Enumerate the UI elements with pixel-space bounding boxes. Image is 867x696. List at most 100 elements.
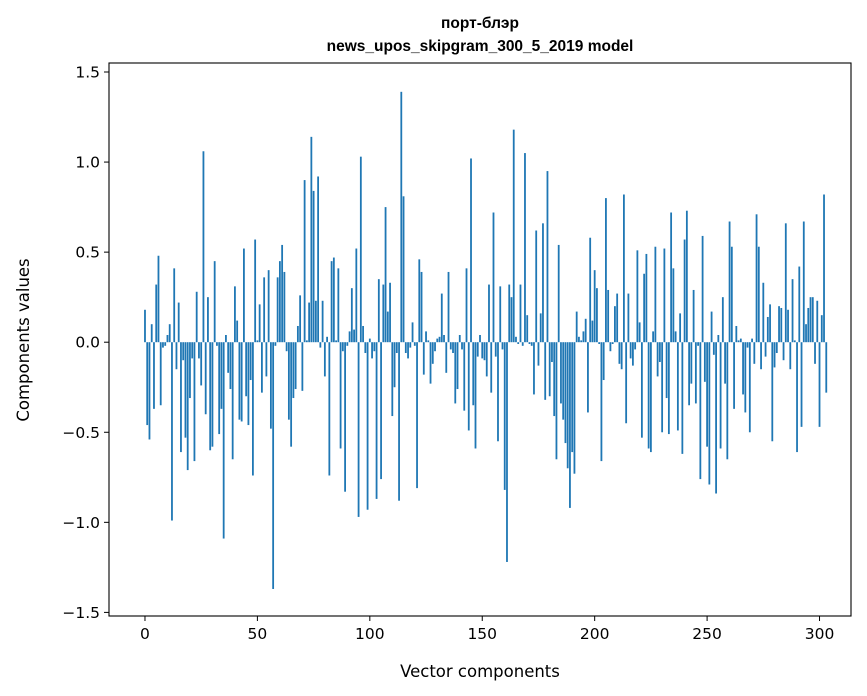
bar [825,342,828,393]
bar [764,342,767,357]
bar [335,340,337,343]
bar [407,342,409,359]
bar [787,309,789,343]
bar [220,342,223,409]
bar [299,295,302,343]
bar [236,320,239,343]
bar [245,342,248,397]
bar [584,318,587,343]
bar [632,342,634,366]
x-tick-label: 0 [140,625,150,643]
bar [373,342,376,352]
bar [425,331,427,343]
bar [647,342,650,449]
bar [384,207,387,343]
bar [200,342,203,386]
bar [757,246,760,343]
bar [674,331,677,343]
bar [393,342,396,388]
x-tick-label: 100 [355,625,385,643]
bar [672,268,675,343]
bar [679,313,682,343]
bar [602,342,605,381]
bar [683,239,686,343]
bar [701,235,704,343]
bar [816,300,819,343]
bar [703,342,706,382]
bar [620,342,623,370]
bar [225,335,227,343]
bar [614,306,616,343]
bar [598,342,601,344]
bar [222,342,225,539]
bar [429,342,432,384]
bar [658,342,661,363]
bar [640,342,643,438]
bar [449,342,452,350]
bar [254,239,257,343]
bar [411,322,414,343]
bar [353,329,355,343]
bar [323,342,326,377]
bar [607,289,610,343]
bar [319,342,322,348]
bar [596,288,598,343]
bar [474,342,477,449]
bar [802,221,805,343]
bar [506,342,508,562]
bar [168,324,171,343]
bar [173,268,176,343]
bar [726,342,729,460]
bar [789,342,792,370]
y-tick-label: −1.0 [62,514,100,532]
bar [440,293,443,343]
bar [649,342,652,453]
bar [618,342,621,364]
bar [380,342,382,480]
bar [303,180,306,343]
bar [685,210,688,343]
bar [537,342,540,366]
bar [742,342,744,395]
x-axis-ticks: 0 50 100 150 200 250 300 [140,616,834,643]
bar [308,302,311,343]
bar [539,313,542,343]
bar [328,342,331,476]
bar [162,342,164,348]
bar [420,271,423,343]
bar [362,325,364,343]
bar [332,257,335,343]
bar [670,212,673,343]
bar [616,293,619,343]
bar [344,342,346,492]
y-axis-ticks: −1.5 −1.0 −0.5 0.0 0.5 1.0 1.5 [62,64,109,622]
bar [150,324,153,343]
bar [629,342,632,359]
bar [243,248,245,343]
bar [213,261,216,343]
bar [164,342,167,346]
bar [321,300,324,343]
bar [814,342,816,364]
bar [144,309,146,343]
bar [400,91,403,343]
bar [447,271,450,343]
bar [773,342,776,368]
bar [454,342,457,404]
bar [314,300,317,343]
bar [699,342,702,480]
bar [519,284,522,343]
bar [189,342,191,399]
bar [209,342,212,451]
bar [402,196,405,343]
bar [317,176,320,343]
bar [476,342,479,357]
bar [748,342,751,433]
bar [557,244,560,343]
bar [587,342,589,413]
bar [818,342,821,427]
bar [258,304,261,343]
chart-title: порт-блэр [441,15,519,32]
y-axis-label: Components values [14,258,33,421]
bar [634,342,637,350]
